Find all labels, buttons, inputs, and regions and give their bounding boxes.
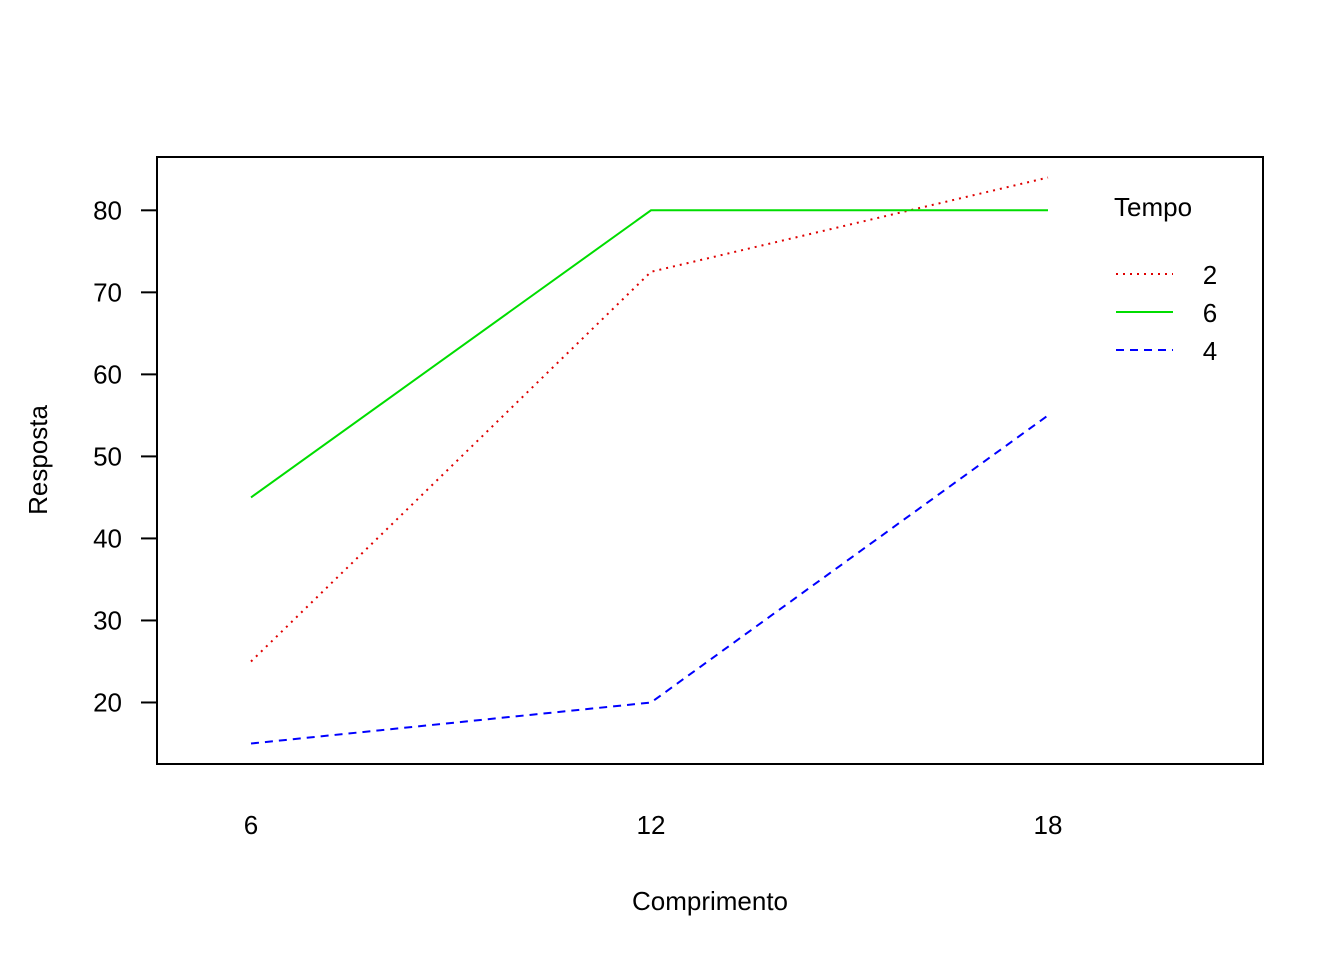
y-tick-label: 20 [93,687,122,717]
plot-frame [156,156,1264,765]
y-axis-title: Resposta [23,405,53,515]
y-tick-label: 80 [93,195,122,225]
legend: Tempo 2 6 4 [1114,192,1217,366]
series-lines [250,176,1049,745]
legend-label-2: 2 [1203,260,1217,290]
y-tick-label: 40 [93,523,122,553]
y-tick-label: 50 [93,441,122,471]
y-tick-label: 60 [93,359,122,389]
x-tick-label: 12 [637,810,666,840]
x-axis: 6 12 18 [244,810,1063,840]
series-line-4 [250,414,1049,745]
legend-label-4: 4 [1203,336,1217,366]
x-tick-label: 18 [1034,810,1063,840]
series-line-2 [250,176,1049,663]
legend-entries: 2 6 4 [1116,260,1217,366]
y-tick-label: 30 [93,605,122,635]
x-axis-title: Comprimento [632,886,788,916]
legend-title: Tempo [1114,192,1192,222]
series-line-6 [250,209,1048,499]
y-axis: 20 30 40 50 60 70 80 [93,195,158,717]
y-tick-label: 70 [93,277,122,307]
x-tick-label: 6 [244,810,258,840]
legend-label-6: 6 [1203,298,1217,328]
